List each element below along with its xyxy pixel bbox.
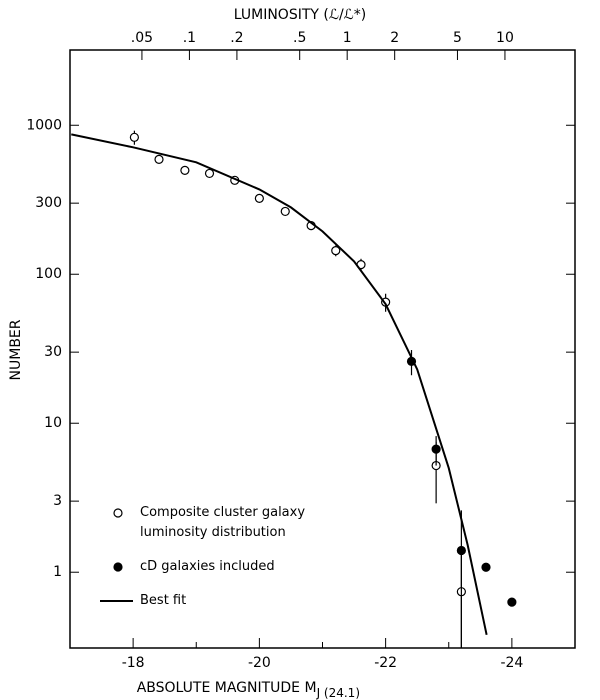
legend-label: cD galaxies included: [140, 559, 275, 574]
top-tick-label: 5: [453, 30, 462, 46]
filled-point: [481, 562, 491, 572]
x-axis-title: ABSOLUTE MAGNITUDE MJ (24.1): [137, 680, 360, 700]
y-tick-label: 1: [53, 564, 62, 580]
top-tick-label: 2: [390, 30, 399, 46]
open-point: [254, 193, 264, 203]
x-axis-title-sub: J (24.1): [316, 686, 360, 700]
open-point: [180, 165, 190, 175]
y-tick-label: 10: [44, 415, 62, 431]
open-point: [204, 168, 215, 179]
y-tick-label: 30: [44, 344, 62, 360]
x-tick-label: -20: [248, 655, 271, 671]
top-tick-label: .2: [230, 30, 243, 46]
filled-point: [431, 444, 441, 454]
top-tick-label: 1: [343, 30, 352, 46]
open-point: [280, 206, 290, 217]
top-tick-label: 10: [496, 30, 514, 46]
y-tick-label: 100: [35, 266, 62, 282]
legend-swatch: [113, 508, 123, 518]
legend-swatch: [113, 562, 123, 572]
open-point: [331, 246, 341, 256]
x-tick-label: -18: [122, 655, 145, 671]
x-tick-label: -22: [374, 655, 397, 671]
top-tick-label: .1: [183, 30, 196, 46]
open-point: [129, 132, 139, 142]
y-tick-label: 3: [53, 493, 62, 509]
top-axis-title: LUMINOSITY (ℒ/ℒ*): [234, 7, 366, 23]
y-tick-label: 1000: [26, 117, 62, 133]
x-tick-label: -24: [500, 655, 523, 671]
filled-point: [507, 597, 517, 607]
fit-line: [71, 133, 488, 636]
filled-point: [456, 545, 466, 556]
legend-label: Composite cluster galaxy luminosity dist…: [140, 505, 306, 540]
top-tick-label: .5: [293, 30, 306, 46]
legend-label: Best fit: [140, 593, 187, 608]
top-tick-label: .05: [131, 30, 153, 46]
x-axis-title-main: ABSOLUTE MAGNITUDE M: [137, 680, 317, 696]
y-tick-label: 300: [35, 195, 62, 211]
y-axis-title: NUMBER: [8, 319, 24, 380]
open-point: [154, 154, 164, 165]
